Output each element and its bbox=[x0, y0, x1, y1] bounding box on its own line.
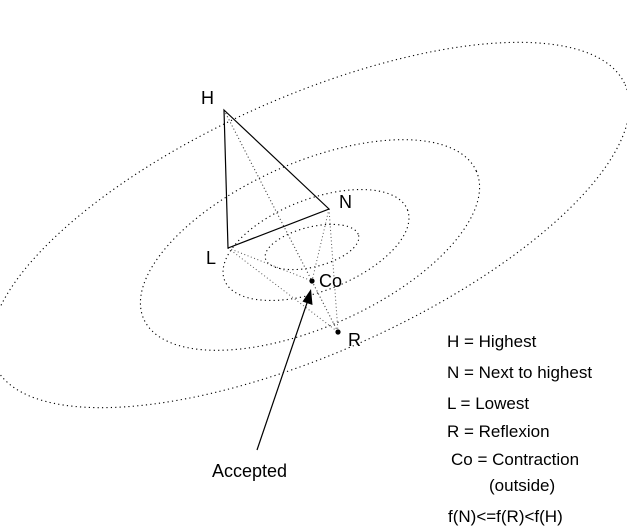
legend-lowest: L = Lowest bbox=[447, 394, 529, 413]
arrow-head bbox=[302, 289, 313, 305]
legend-condition: f(N)<=f(R)<f(H) bbox=[448, 507, 563, 526]
legend-outside: (outside) bbox=[489, 476, 555, 495]
label-l: L bbox=[206, 248, 216, 268]
legend-next-highest: N = Next to highest bbox=[447, 363, 592, 382]
label-n: N bbox=[339, 192, 352, 212]
line-h-to-co bbox=[223, 109, 313, 282]
accepted-arrow bbox=[256, 289, 313, 451]
label-co: Co bbox=[319, 271, 342, 291]
contour-inner bbox=[264, 223, 360, 271]
point-co bbox=[309, 278, 315, 284]
legend: H = Highest N = Next to highest L = Lowe… bbox=[447, 332, 592, 526]
contour-third bbox=[139, 139, 481, 351]
line-co-to-r bbox=[311, 280, 339, 333]
label-r: R bbox=[348, 330, 361, 350]
line-h-to-r bbox=[223, 109, 339, 333]
legend-reflexion: R = Reflexion bbox=[447, 422, 550, 441]
contour-lines bbox=[0, 41, 627, 409]
label-h: H bbox=[201, 88, 214, 108]
accepted-label: Accepted bbox=[212, 461, 287, 481]
legend-highest: H = Highest bbox=[447, 332, 537, 351]
contour-second bbox=[222, 188, 410, 302]
legend-contraction: Co = Contraction bbox=[451, 450, 579, 469]
construction-lines bbox=[223, 109, 339, 333]
line-l-to-co bbox=[227, 247, 313, 282]
contour-outer bbox=[0, 41, 627, 409]
simplex-triangle bbox=[223, 108, 331, 249]
point-r bbox=[335, 329, 341, 335]
